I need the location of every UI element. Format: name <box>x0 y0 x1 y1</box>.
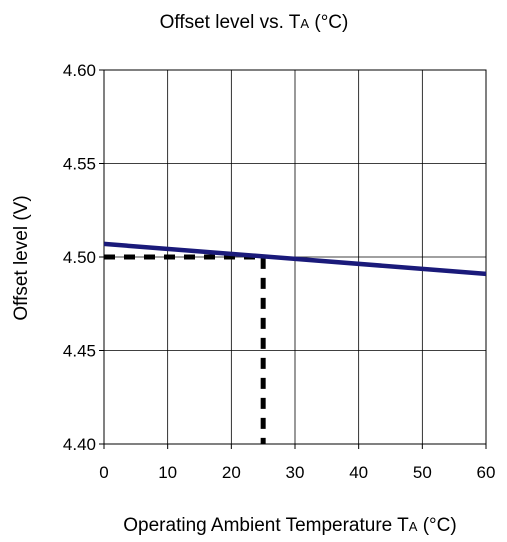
x-tick-label: 40 <box>349 463 368 482</box>
chart-title-suffix: (°C) <box>309 12 348 33</box>
x-tick-label: 30 <box>286 463 305 482</box>
x-axis-label: Operating Ambient Temperature TA (°C) <box>123 515 456 536</box>
y-tick-label: 4.60 <box>63 61 96 80</box>
x-tick-label: 60 <box>477 463 496 482</box>
y-tick-label: 4.55 <box>63 155 96 174</box>
x-axis-label-subscript: A <box>409 519 418 534</box>
x-tick-label: 20 <box>222 463 241 482</box>
x-tick-labels: 0 10 20 30 40 50 60 <box>99 463 495 482</box>
reference-lines <box>104 254 266 444</box>
y-tick-labels: 4.40 4.45 4.50 4.55 4.60 <box>63 61 96 454</box>
y-tick-label: 4.40 <box>63 435 96 454</box>
x-tick-label: 50 <box>413 463 432 482</box>
reference-dashed-line <box>104 254 266 444</box>
chart-title: Offset level vs. TA (°C) <box>160 12 349 33</box>
y-tick-label: 4.50 <box>63 248 96 267</box>
offset-level-line <box>103 241 487 277</box>
x-axis-label-suffix: (°C) <box>417 515 456 536</box>
x-tick-label: 0 <box>99 463 108 482</box>
x-axis-label-main: Operating Ambient Temperature T <box>123 515 409 536</box>
chart-title-main: Offset level vs. T <box>160 12 301 33</box>
series-lines <box>103 241 487 277</box>
chart-title-subscript: A <box>300 16 309 31</box>
y-axis-label: Offset level (V) <box>11 195 32 320</box>
x-tick-label: 10 <box>158 463 177 482</box>
y-tick-label: 4.45 <box>63 342 96 361</box>
